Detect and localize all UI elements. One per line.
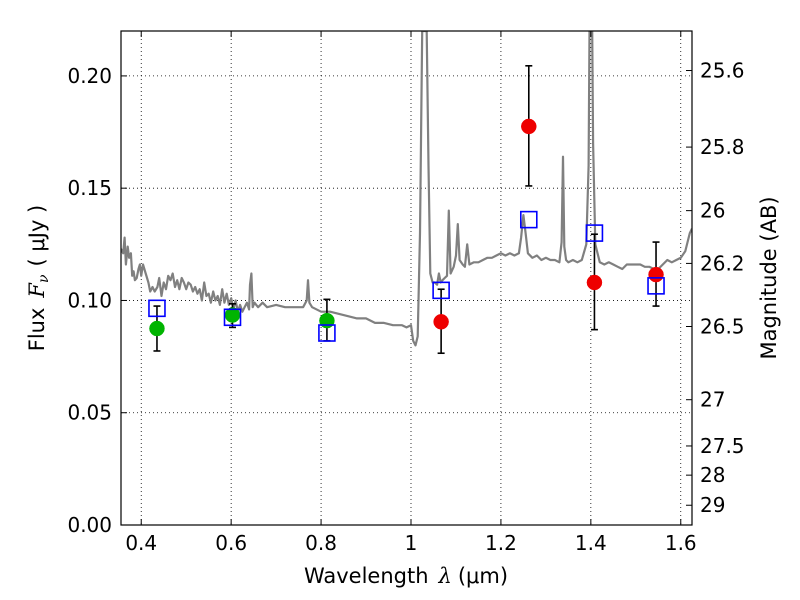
x-tick-label: 1 — [405, 531, 418, 555]
plot-frame — [120, 30, 693, 526]
model-point — [432, 281, 450, 300]
x-axis-label: Wavelength λ (μm) — [304, 564, 508, 588]
model-point — [585, 224, 604, 242]
y-tick-label: 0.05 — [67, 401, 112, 425]
model-point — [647, 277, 665, 295]
data-point — [149, 320, 165, 337]
model-point — [148, 299, 166, 318]
model-point — [318, 324, 336, 342]
x-tick-label: 0.4 — [125, 531, 157, 555]
y-axis-label: FluxFν( μJy ) — [25, 205, 52, 351]
ticks: 0.4 0.6 0.8 1 1.2 1.4 1.6 0.00 0.05 0.10 0.15 0.20 2… — [67, 31, 745, 555]
error-bars-overflow — [148, 65, 665, 355]
data-point — [319, 312, 335, 329]
y2-tick-label: 27 — [700, 388, 725, 412]
y2-tick-label: 26.2 — [700, 251, 745, 275]
y-tick-label: 0.10 — [67, 288, 112, 312]
y2-tick-label: 28 — [700, 463, 725, 487]
plot-background — [121, 31, 692, 525]
x-tick-label: 1.4 — [575, 531, 607, 555]
y-tick-label: 0.15 — [67, 176, 112, 200]
y-tick-label: 0.20 — [67, 64, 112, 88]
data-point — [586, 274, 603, 291]
data-point — [521, 118, 537, 135]
y2-tick-label: 25.8 — [700, 135, 745, 159]
x-tick-label: 1.6 — [665, 531, 697, 555]
data-point — [648, 266, 664, 283]
y2-tick-label: 27.5 — [700, 434, 745, 458]
spectrum-line — [121, 31, 692, 347]
y2-tick-label: 29 — [700, 493, 725, 517]
x-tick-label: 0.6 — [215, 531, 247, 555]
x-tick-label: 0.8 — [305, 531, 337, 555]
data-point — [433, 314, 449, 330]
model-point — [519, 210, 538, 229]
model-point — [223, 308, 242, 327]
y2-tick-label: 25.6 — [700, 59, 745, 83]
y-tick-label: 0.00 — [67, 513, 112, 537]
x-tick-label: 1.2 — [485, 531, 517, 555]
y2-tick-label: 26 — [700, 199, 725, 223]
y2-axis-label: Magnitude (AB) — [757, 196, 781, 359]
y2-tick-label: 26.5 — [700, 315, 745, 339]
plot-area — [121, 31, 692, 347]
